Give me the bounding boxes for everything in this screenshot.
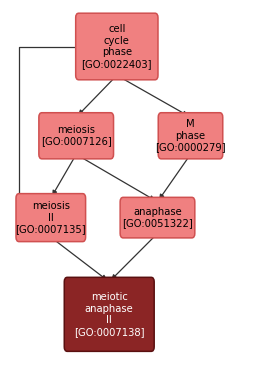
Text: meiosis
II
[GO:0007135]: meiosis II [GO:0007135] (15, 201, 86, 234)
Text: M
phase
[GO:0000279]: M phase [GO:0000279] (155, 119, 226, 153)
FancyBboxPatch shape (16, 193, 86, 242)
Text: meiotic
anaphase
II
[GO:0007138]: meiotic anaphase II [GO:0007138] (74, 292, 145, 337)
FancyBboxPatch shape (39, 113, 114, 159)
FancyBboxPatch shape (120, 197, 195, 238)
Text: meiosis
[GO:0007126]: meiosis [GO:0007126] (41, 125, 112, 147)
FancyBboxPatch shape (76, 13, 158, 80)
FancyBboxPatch shape (158, 113, 223, 159)
FancyBboxPatch shape (64, 277, 154, 351)
Text: anaphase
[GO:0051322]: anaphase [GO:0051322] (122, 207, 193, 228)
Text: cell
cycle
phase
[GO:0022403]: cell cycle phase [GO:0022403] (82, 24, 152, 69)
